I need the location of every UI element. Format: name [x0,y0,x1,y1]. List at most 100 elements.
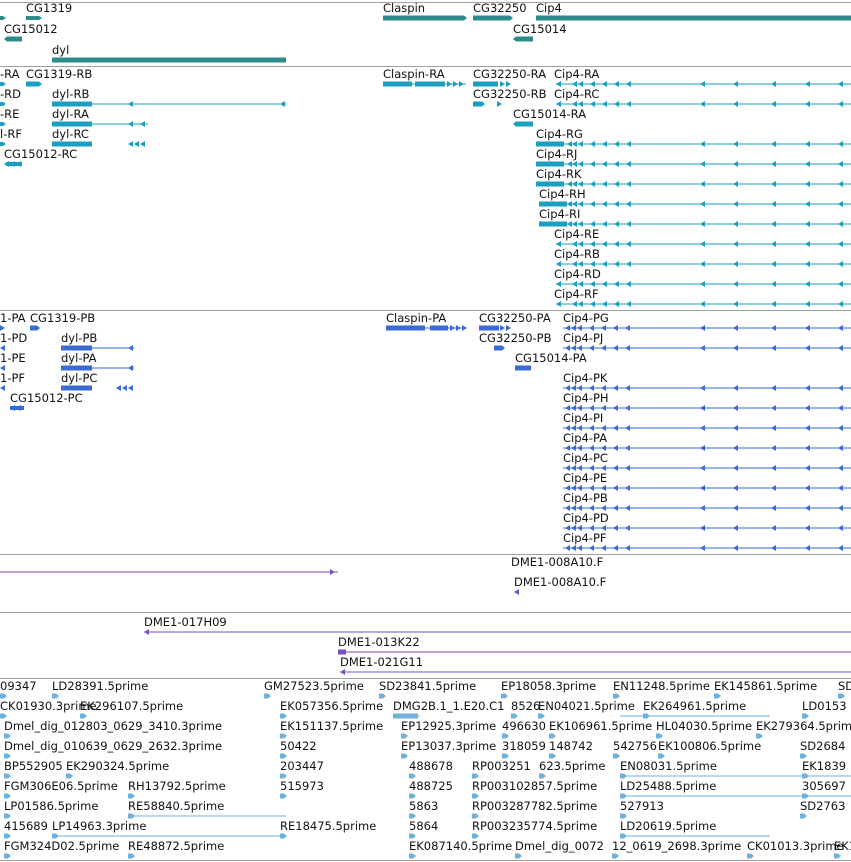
protein-label[interactable]: Cip4-PC [563,451,608,465]
est-label[interactable]: BP552905 [4,759,63,773]
est-label[interactable]: 305697 [802,779,846,793]
protein-label[interactable]: Cip4-PF [563,531,607,545]
protein-label[interactable]: Claspin-PA [386,311,447,325]
est-label[interactable]: Dmel_dig_0072 [515,839,604,853]
est-label[interactable]: SD2684 [800,739,846,753]
protein-label[interactable]: dyl-PC [61,371,98,385]
est-label[interactable]: DMG2B.1_1.E20.C1 [393,699,505,713]
est-label[interactable]: 318059 [502,739,546,753]
est-label[interactable]: RE48872.5prime [128,839,225,853]
transcript-label[interactable]: Cip4-RC [554,87,600,101]
transcript-label[interactable]: CG32250-RB [473,87,547,101]
est-label[interactable]: 5864 [409,819,439,833]
protein-label[interactable]: Cip4-PK [563,371,608,385]
clone-label[interactable]: DME1-021G11 [340,655,424,669]
protein-label[interactable]: CG1319-PB [30,311,96,325]
gene-label[interactable]: Claspin [383,1,426,15]
protein-label[interactable]: Cip4-PE [563,471,608,485]
est-label[interactable]: EN04021.5prime [538,699,635,713]
est-label[interactable]: LD25488.5prime [620,779,717,793]
gene-label[interactable]: CG15012 [4,22,58,36]
est-label[interactable]: EK1839 [802,759,847,773]
est-label[interactable]: HL04030.5prime [656,719,753,733]
est-label[interactable]: FGM306E06.5prime [4,779,118,793]
est-label[interactable]: RP003251 [472,759,531,773]
est-label[interactable]: EK145861.5prime [714,679,818,693]
transcript-label[interactable]: Claspin-RA [383,67,445,81]
est-label[interactable]: RP003287782.5prime [472,799,598,813]
gene-label[interactable]: CG32250 [473,1,527,15]
transcript-label[interactable]: dyl-RB [52,87,90,101]
protein-label[interactable]: Cip4-PI [563,411,604,425]
gene-label[interactable]: CG1319 [26,1,73,15]
protein-label[interactable]: 1-PA [0,311,26,325]
protein-label[interactable]: Cip4-PH [563,391,609,405]
transcript-label[interactable]: Cip4-RH [539,187,586,201]
protein-label[interactable]: CG32250-PB [479,331,552,345]
est-label[interactable]: 50422 [280,739,317,753]
est-label[interactable]: LP01586.5prime [4,799,99,813]
protein-label[interactable]: dyl-PB [61,331,98,345]
clone-label[interactable]: DME1-008A10.F [514,575,607,589]
est-label[interactable]: 488678 [409,759,453,773]
transcript-label[interactable]: l-RF [0,127,22,141]
est-label[interactable]: SD2763 [800,799,846,813]
est-label[interactable]: EK106961.5prime [549,719,653,733]
est-label[interactable]: EP18058.3prime [501,679,597,693]
est-label[interactable]: EK279364.5prime [756,719,851,733]
transcript-label[interactable]: dyl-RA [52,107,89,121]
est-label[interactable]: EK151137.5prime [280,719,384,733]
clone-label[interactable]: DME1-013K22 [338,635,420,649]
est-label[interactable]: LP14963.3prime [52,819,147,833]
est-label[interactable]: 542756 [613,739,657,753]
transcript-label[interactable]: CG1319-RB [26,67,93,81]
transcript-label[interactable]: dyl-RC [52,127,89,141]
protein-label[interactable]: Cip4-PD [563,511,609,525]
est-label[interactable]: EP12925.3prime [401,719,497,733]
transcript-label[interactable]: Cip4-RB [554,247,600,261]
est-label[interactable]: EN11248.5prime [613,679,710,693]
est-label[interactable]: EK100806.5prime [658,739,762,753]
gene-label[interactable]: CG15014 [513,22,567,36]
protein-label[interactable]: 1-PD [0,331,28,345]
est-label[interactable]: EK296107.5prime [80,699,184,713]
clone-label[interactable]: DME1-017H09 [144,615,227,629]
transcript-label[interactable]: Cip4-RA [554,67,600,81]
est-label[interactable]: EK290324.5prime [66,759,170,773]
transcript-label[interactable]: Cip4-RE [554,227,600,241]
est-label[interactable]: SD23841.5prime [379,679,477,693]
est-label[interactable]: 5863 [409,799,439,813]
est-label[interactable]: EN08031.5prime [620,759,717,773]
est-label[interactable]: 527913 [620,799,664,813]
est-label[interactable]: LD0153 [802,699,847,713]
est-label[interactable]: CK01013.3prime [747,839,844,853]
est-label[interactable]: RE18475.5prime [280,819,377,833]
est-label[interactable]: EK087140.5prime [409,839,513,853]
est-label[interactable]: EK264961.5prime [643,699,747,713]
transcript-label[interactable]: Cip4-RF [554,287,599,301]
gene-label[interactable]: dyl [52,43,70,57]
est-label[interactable]: 623.5prime [539,759,606,773]
transcript-label[interactable]: Cip4-RJ [536,147,578,161]
protein-label[interactable]: 1-PE [0,351,26,365]
est-label[interactable]: 12_0619_2698.3prime [612,839,742,853]
est-label[interactable]: LD20619.5prime [620,819,717,833]
est-label[interactable]: 488725 [409,779,453,793]
est-label[interactable]: EK057356.5prime [280,699,384,713]
est-label[interactable]: 203447 [280,759,324,773]
transcript-label[interactable]: -RD [0,87,21,101]
est-label[interactable]: EP13037.3prime [401,739,497,753]
protein-label[interactable]: dyl-PA [61,351,97,365]
transcript-label[interactable]: CG32250-RA [473,67,547,81]
est-label[interactable]: 515973 [280,779,324,793]
est-label[interactable]: 496630 [502,719,546,733]
transcript-label[interactable]: CG15012-RC [4,147,78,161]
clone-label[interactable]: DME1-008A10.F [511,555,604,569]
protein-label[interactable]: 1-PF [0,371,26,385]
transcript-label[interactable]: Cip4-RG [536,127,583,141]
est-label[interactable]: RP003235774.5prime [472,819,598,833]
est-label[interactable]: EK1 [834,839,851,853]
est-label[interactable]: 09347 [0,679,37,693]
protein-label[interactable]: CG32250-PA [479,311,551,325]
protein-label[interactable]: CG15014-PA [515,351,587,365]
